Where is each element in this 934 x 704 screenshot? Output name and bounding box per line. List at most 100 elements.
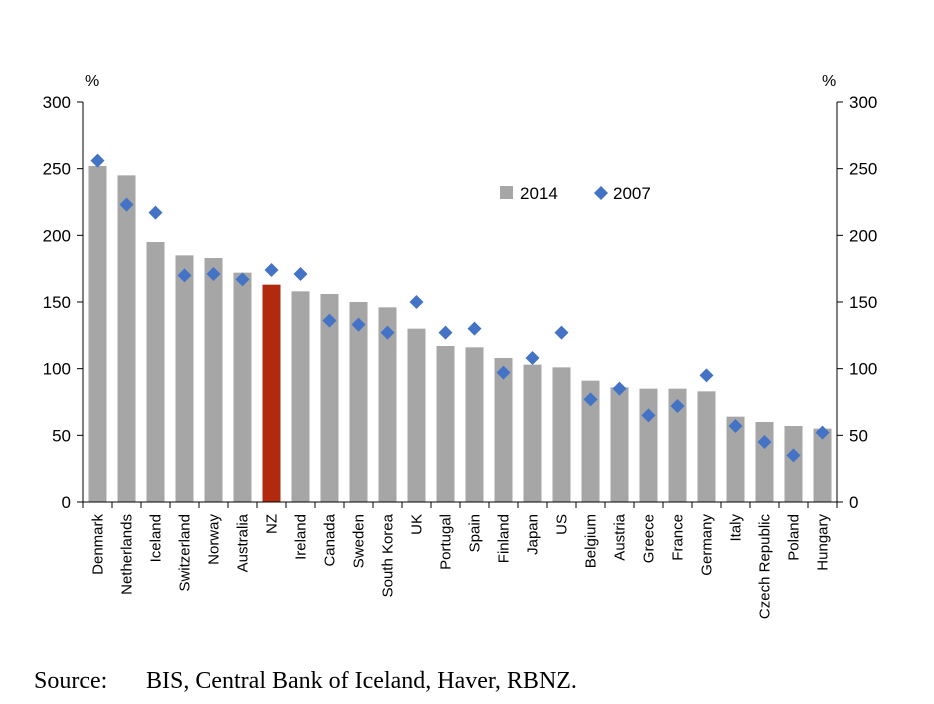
y-tick-label-right: 150 [849, 293, 877, 312]
x-tick-label: Finland [496, 514, 513, 563]
bar-italy [726, 416, 745, 502]
marker-germany [699, 368, 714, 383]
marker-japan [525, 351, 540, 365]
x-tick-label: Switzerland [177, 514, 194, 592]
x-tick-label: South Korea [380, 513, 397, 597]
marker-hungary [815, 425, 830, 440]
bar-ireland [291, 291, 310, 502]
x-tick-label: Australia [235, 513, 252, 572]
bar-germany [697, 391, 716, 502]
marker-portugal [438, 325, 453, 340]
marker-poland [786, 448, 801, 463]
marker-uk [409, 295, 424, 309]
y-tick-label-right: 50 [849, 426, 868, 445]
marker-denmark [90, 153, 105, 168]
bar-czech-republic [755, 422, 774, 502]
marker-italy [728, 419, 743, 433]
x-tick-label: Greece [641, 514, 658, 563]
bar-hungary [813, 428, 832, 502]
bar-norway [204, 258, 223, 502]
marker-netherlands [119, 197, 134, 212]
legend-label-2007: 2007 [613, 184, 651, 203]
marker-canada [322, 313, 337, 328]
bar-switzerland [175, 255, 194, 502]
bar-poland [784, 426, 803, 502]
bar-austria [610, 387, 629, 502]
x-tick-label: Canada [322, 513, 339, 566]
bar-netherlands [117, 175, 136, 503]
x-tick-label: Belgium [583, 514, 600, 568]
bar-us [552, 367, 571, 502]
source-label: Source: [34, 668, 108, 694]
bar-south-korea [378, 307, 397, 502]
marker-norway [206, 267, 221, 281]
marker-spain [467, 321, 482, 336]
x-tick-label: US [554, 514, 571, 535]
legend-label-2014: 2014 [520, 184, 558, 203]
bar-japan [523, 364, 542, 502]
y-tick-label-left: 100 [43, 360, 71, 379]
y-tick-label-right: 0 [849, 493, 858, 512]
bar-nz [262, 284, 281, 502]
y-axis-left: 0 50 100 150 200 250 300 [43, 93, 83, 512]
x-tick-label: Netherlands [119, 514, 136, 595]
bar-series-2014 [88, 166, 832, 503]
x-tick-label: Iceland [148, 514, 165, 562]
x-tick-label: Germany [699, 514, 716, 576]
marker-south-korea [380, 325, 395, 340]
x-tick-label: Spain [467, 514, 484, 552]
y-axis-right-unit: % [822, 73, 836, 90]
y-tick-label-right: 100 [849, 360, 877, 379]
x-tick-label: Norway [206, 514, 223, 565]
y-tick-label-right: 200 [849, 226, 877, 245]
y-axis-right: 0 50 100 150 200 250 300 [837, 93, 877, 512]
y-tick-label-left: 50 [52, 426, 71, 445]
x-axis-labels: Denmark Netherlands Iceland Switzerland Norw… [90, 513, 832, 619]
source-note: Source: BIS, Central Bank of Iceland, Hav… [34, 668, 577, 695]
x-tick-label: Ireland [293, 514, 310, 560]
marker-czech-republic [757, 435, 772, 449]
marker-sweden [351, 317, 366, 332]
x-tick-label: Austria [612, 513, 629, 560]
marker-us [554, 325, 569, 340]
bar-greece [639, 388, 658, 502]
bar-finland [494, 358, 513, 502]
marker-france [670, 399, 685, 413]
x-tick-label: Hungary [815, 514, 832, 571]
source-text: BIS, Central Bank of Iceland, Haver, RBN… [146, 668, 577, 694]
marker-nz [264, 263, 279, 277]
legend: 2014 2007 [500, 184, 651, 203]
legend-marker-2007 [594, 186, 608, 200]
marker-greece [641, 408, 656, 423]
axes [82, 102, 838, 508]
y-tick-label-left: 250 [43, 160, 71, 179]
bar-uk [407, 328, 426, 502]
y-axis-left-unit: % [85, 73, 99, 90]
x-tick-label: Denmark [90, 514, 107, 575]
y-tick-label-left: 0 [62, 493, 71, 512]
marker-australia [235, 272, 250, 287]
y-tick-label-left: 150 [43, 293, 71, 312]
legend-swatch-2014 [500, 186, 513, 199]
bar-canada [320, 294, 339, 502]
marker-iceland [148, 205, 163, 220]
marker-finland [496, 365, 511, 380]
chart: % % 0 50 100 150 200 250 300 0 50 100 150 200 250 30… [43, 73, 878, 619]
bar-iceland [146, 242, 165, 502]
bar-denmark [88, 166, 107, 502]
marker-austria [612, 381, 627, 396]
x-tick-label: UK [409, 514, 426, 535]
x-tick-label: NZ [264, 514, 281, 534]
x-tick-label: Sweden [351, 514, 368, 568]
y-tick-label-right: 250 [849, 160, 877, 179]
bar-spain [465, 347, 484, 502]
x-tick-label: Poland [786, 514, 803, 561]
bar-belgium [581, 380, 600, 502]
x-tick-label: Italy [728, 514, 745, 542]
bar-australia [233, 272, 252, 502]
marker-series-2007 [90, 153, 830, 463]
x-tick-label: Czech Republic [757, 514, 774, 620]
x-tick-label: Japan [525, 514, 542, 555]
bar-france [668, 388, 687, 502]
y-tick-label-left: 300 [43, 93, 71, 112]
